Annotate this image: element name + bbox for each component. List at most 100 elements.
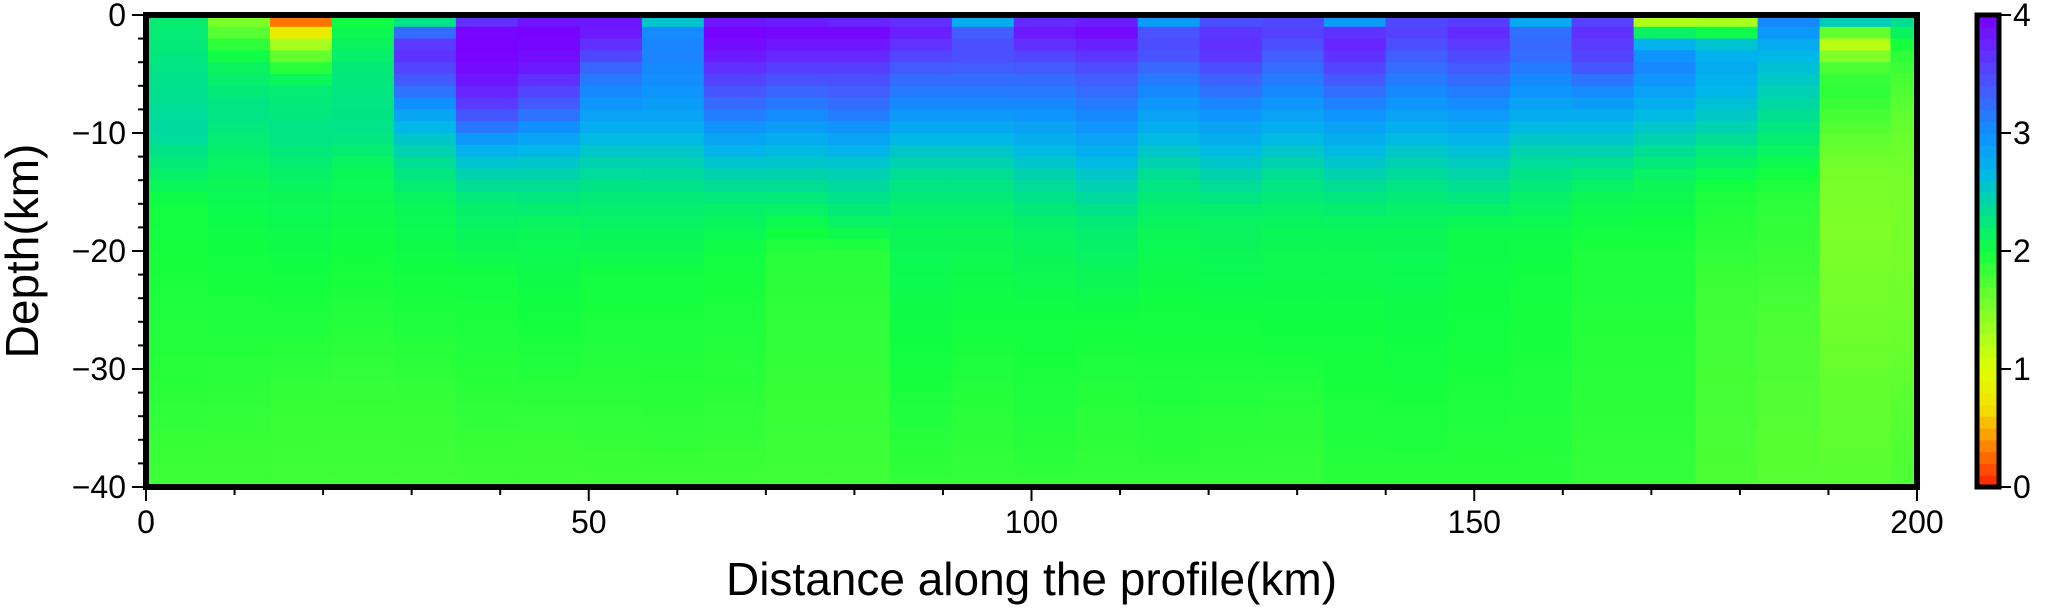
heatmap-cell (1695, 192, 1759, 205)
heatmap-cell (1819, 262, 1892, 276)
heatmap-cell (951, 156, 1015, 169)
heatmap-cell (703, 50, 767, 63)
heatmap-cell (1819, 239, 1892, 252)
heatmap-cell (331, 85, 395, 99)
heatmap-cell (889, 15, 953, 28)
heatmap-cell (1013, 251, 1077, 264)
heatmap-cell (393, 97, 457, 110)
heatmap-cell (1890, 26, 1918, 40)
heatmap-cell (1013, 310, 1077, 323)
heatmap-cell (1199, 227, 1263, 240)
heatmap-cell (1695, 298, 1759, 311)
heatmap-cell (1571, 192, 1635, 205)
heatmap-cell (1385, 357, 1449, 370)
heatmap-cell (703, 192, 767, 205)
heatmap-cell (1633, 262, 1697, 276)
heatmap-cell (765, 133, 829, 146)
heatmap-cell (1261, 286, 1325, 299)
heatmap-cell (641, 121, 705, 134)
heatmap-cell (1890, 274, 1918, 287)
heatmap-cell (1757, 262, 1821, 276)
heatmap-cell (579, 428, 643, 441)
heatmap-cell (1137, 298, 1201, 311)
heatmap-cell (269, 97, 333, 110)
heatmap-cell (703, 121, 767, 134)
heatmap-cell (827, 345, 891, 358)
heatmap-cell (1199, 97, 1263, 110)
heatmap-cell (146, 357, 209, 370)
heatmap-cell (1013, 168, 1077, 181)
y-tick-label: −20 (72, 233, 126, 269)
heatmap-cell (1509, 439, 1573, 453)
heatmap-cell (1633, 26, 1697, 40)
heatmap-cell (517, 215, 581, 228)
heatmap-cell (1447, 15, 1511, 28)
heatmap-cell (827, 180, 891, 193)
heatmap-cell (517, 50, 581, 63)
heatmap-cell (1075, 168, 1139, 181)
heatmap-cell (269, 369, 333, 382)
heatmap-cell (1323, 239, 1387, 252)
heatmap-cell (765, 298, 829, 311)
heatmap-cell (1137, 156, 1201, 169)
heatmap-cell (517, 203, 581, 217)
heatmap-cell (1571, 215, 1635, 228)
heatmap-cell (146, 321, 209, 335)
heatmap-cell (1013, 85, 1077, 99)
heatmap-cell (1137, 215, 1201, 228)
heatmap-cell (1890, 463, 1918, 476)
heatmap-cell (455, 180, 519, 193)
heatmap-cell (1137, 416, 1201, 429)
heatmap-cell (455, 156, 519, 169)
heatmap-cell (579, 192, 643, 205)
heatmap-cell (641, 286, 705, 299)
heatmap-cell (1819, 463, 1892, 476)
heatmap-cell (393, 74, 457, 87)
heatmap-cell (1447, 310, 1511, 323)
heatmap-cell (1819, 180, 1892, 193)
heatmap-cell (1013, 321, 1077, 335)
heatmap-cell (1571, 97, 1635, 110)
heatmap-cell (1385, 451, 1449, 464)
heatmap-cell (1571, 144, 1635, 158)
heatmap-cell (1819, 15, 1892, 28)
heatmap-cell (1075, 380, 1139, 394)
heatmap-cell (765, 451, 829, 464)
heatmap-cell (1509, 15, 1573, 28)
heatmap-cell (703, 203, 767, 217)
heatmap-cell (1890, 298, 1918, 311)
heatmap-cell (207, 38, 271, 51)
heatmap-cell (1199, 428, 1263, 441)
heatmap-cell (1199, 38, 1263, 51)
heatmap-cell (1261, 380, 1325, 394)
heatmap-cell (951, 133, 1015, 146)
heatmap-cell (579, 369, 643, 382)
heatmap-cell (1633, 180, 1697, 193)
heatmap-cell (951, 274, 1015, 287)
heatmap-cell (827, 333, 891, 346)
heatmap-cell (331, 262, 395, 276)
heatmap-cell (1890, 15, 1918, 28)
heatmap-cell (1890, 392, 1918, 405)
heatmap-cell (1509, 274, 1573, 287)
heatmap-cell (889, 251, 953, 264)
heatmap-cell (331, 215, 395, 228)
heatmap-cell (579, 156, 643, 169)
heatmap-cell (1075, 97, 1139, 110)
heatmap-cell (1633, 416, 1697, 429)
heatmap-cell (703, 310, 767, 323)
heatmap-cell (1819, 310, 1892, 323)
heatmap-cell (1385, 274, 1449, 287)
heatmap-cell (1075, 428, 1139, 441)
heatmap-cell (1385, 133, 1449, 146)
heatmap-cell (207, 227, 271, 240)
heatmap-cell (703, 439, 767, 453)
heatmap-cell (1571, 463, 1635, 476)
heatmap-cell (1447, 451, 1511, 464)
heatmap-cell (1385, 251, 1449, 264)
heatmap-cell (1509, 26, 1573, 40)
heatmap-cell (1695, 310, 1759, 323)
heatmap-cell (641, 38, 705, 51)
heatmap-cell (331, 97, 395, 110)
heatmap-cell (269, 321, 333, 335)
